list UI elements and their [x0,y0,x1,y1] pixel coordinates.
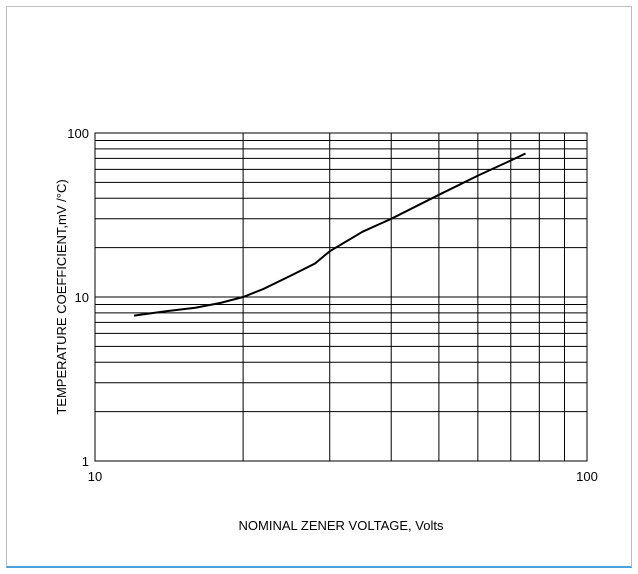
plot-grid [95,133,587,461]
y-axis-label: TEMPERATURE COEFFICIENT,mV /°C) [54,179,69,414]
y-tick-label: 10 [75,290,89,305]
y-tick-label: 1 [82,454,89,469]
x-axis-label: NOMINAL ZENER VOLTAGE, Volts [239,518,444,533]
x-tick-label: 10 [88,469,102,484]
x-tick-label: 100 [576,469,598,484]
chart-frame [6,6,632,568]
y-tick-label: 100 [67,126,89,141]
series-line [133,152,526,317]
plot-area [94,132,588,462]
